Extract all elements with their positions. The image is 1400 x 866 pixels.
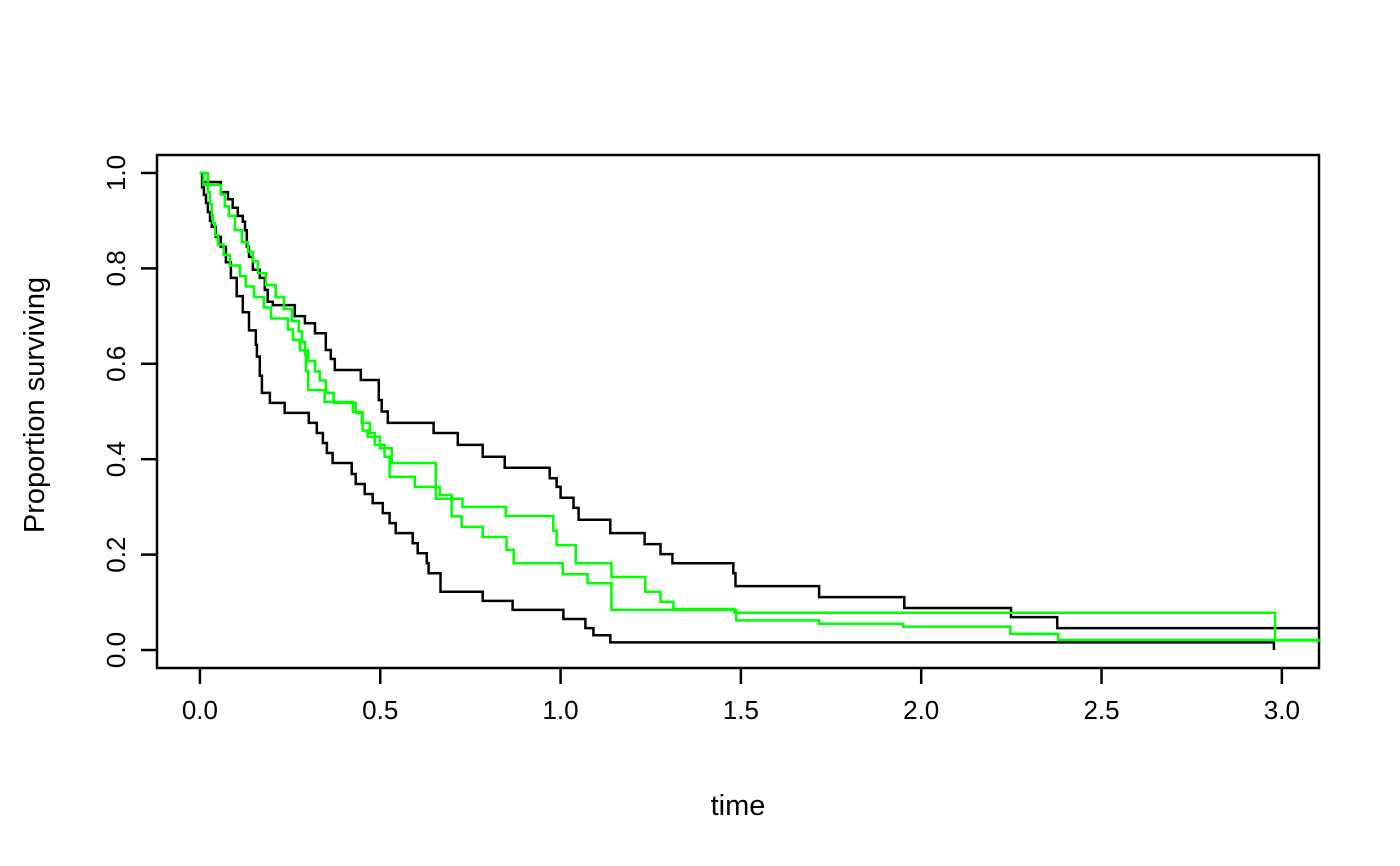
axis-ticks [141, 171, 1284, 684]
y-tick-label: 1.0 [101, 155, 131, 191]
y-tick-label: 0.2 [101, 537, 131, 573]
y-tick-label: 0.6 [101, 346, 131, 382]
axis-tick-labels: 0.0 0.5 1.0 1.5 2.0 2.5 3.0 0.0 0.2 0.4 0.6 0.8 1.0 [101, 155, 1300, 725]
y-tick-label: 0.4 [101, 441, 131, 477]
x-tick-label: 2.5 [1083, 695, 1119, 725]
y-tick-label: 0.0 [101, 632, 131, 668]
x-tick-label: 1.0 [542, 695, 578, 725]
y-axis-title: Proportion surviving [19, 277, 51, 533]
x-tick-label: 0.5 [362, 695, 398, 725]
black-upper-curve [199, 171, 1319, 630]
x-tick-label: 0.0 [182, 695, 218, 725]
x-tick-label: 1.5 [723, 695, 759, 725]
green-upper-curve [199, 171, 1320, 642]
x-axis-title: time [711, 790, 766, 822]
x-tick-label: 2.0 [903, 695, 939, 725]
green-lower-curve [199, 171, 1320, 642]
plot-frame [155, 153, 1321, 670]
survival-curves [199, 171, 1320, 650]
y-tick-label: 0.8 [101, 250, 131, 286]
x-tick-label: 3.0 [1264, 695, 1300, 725]
